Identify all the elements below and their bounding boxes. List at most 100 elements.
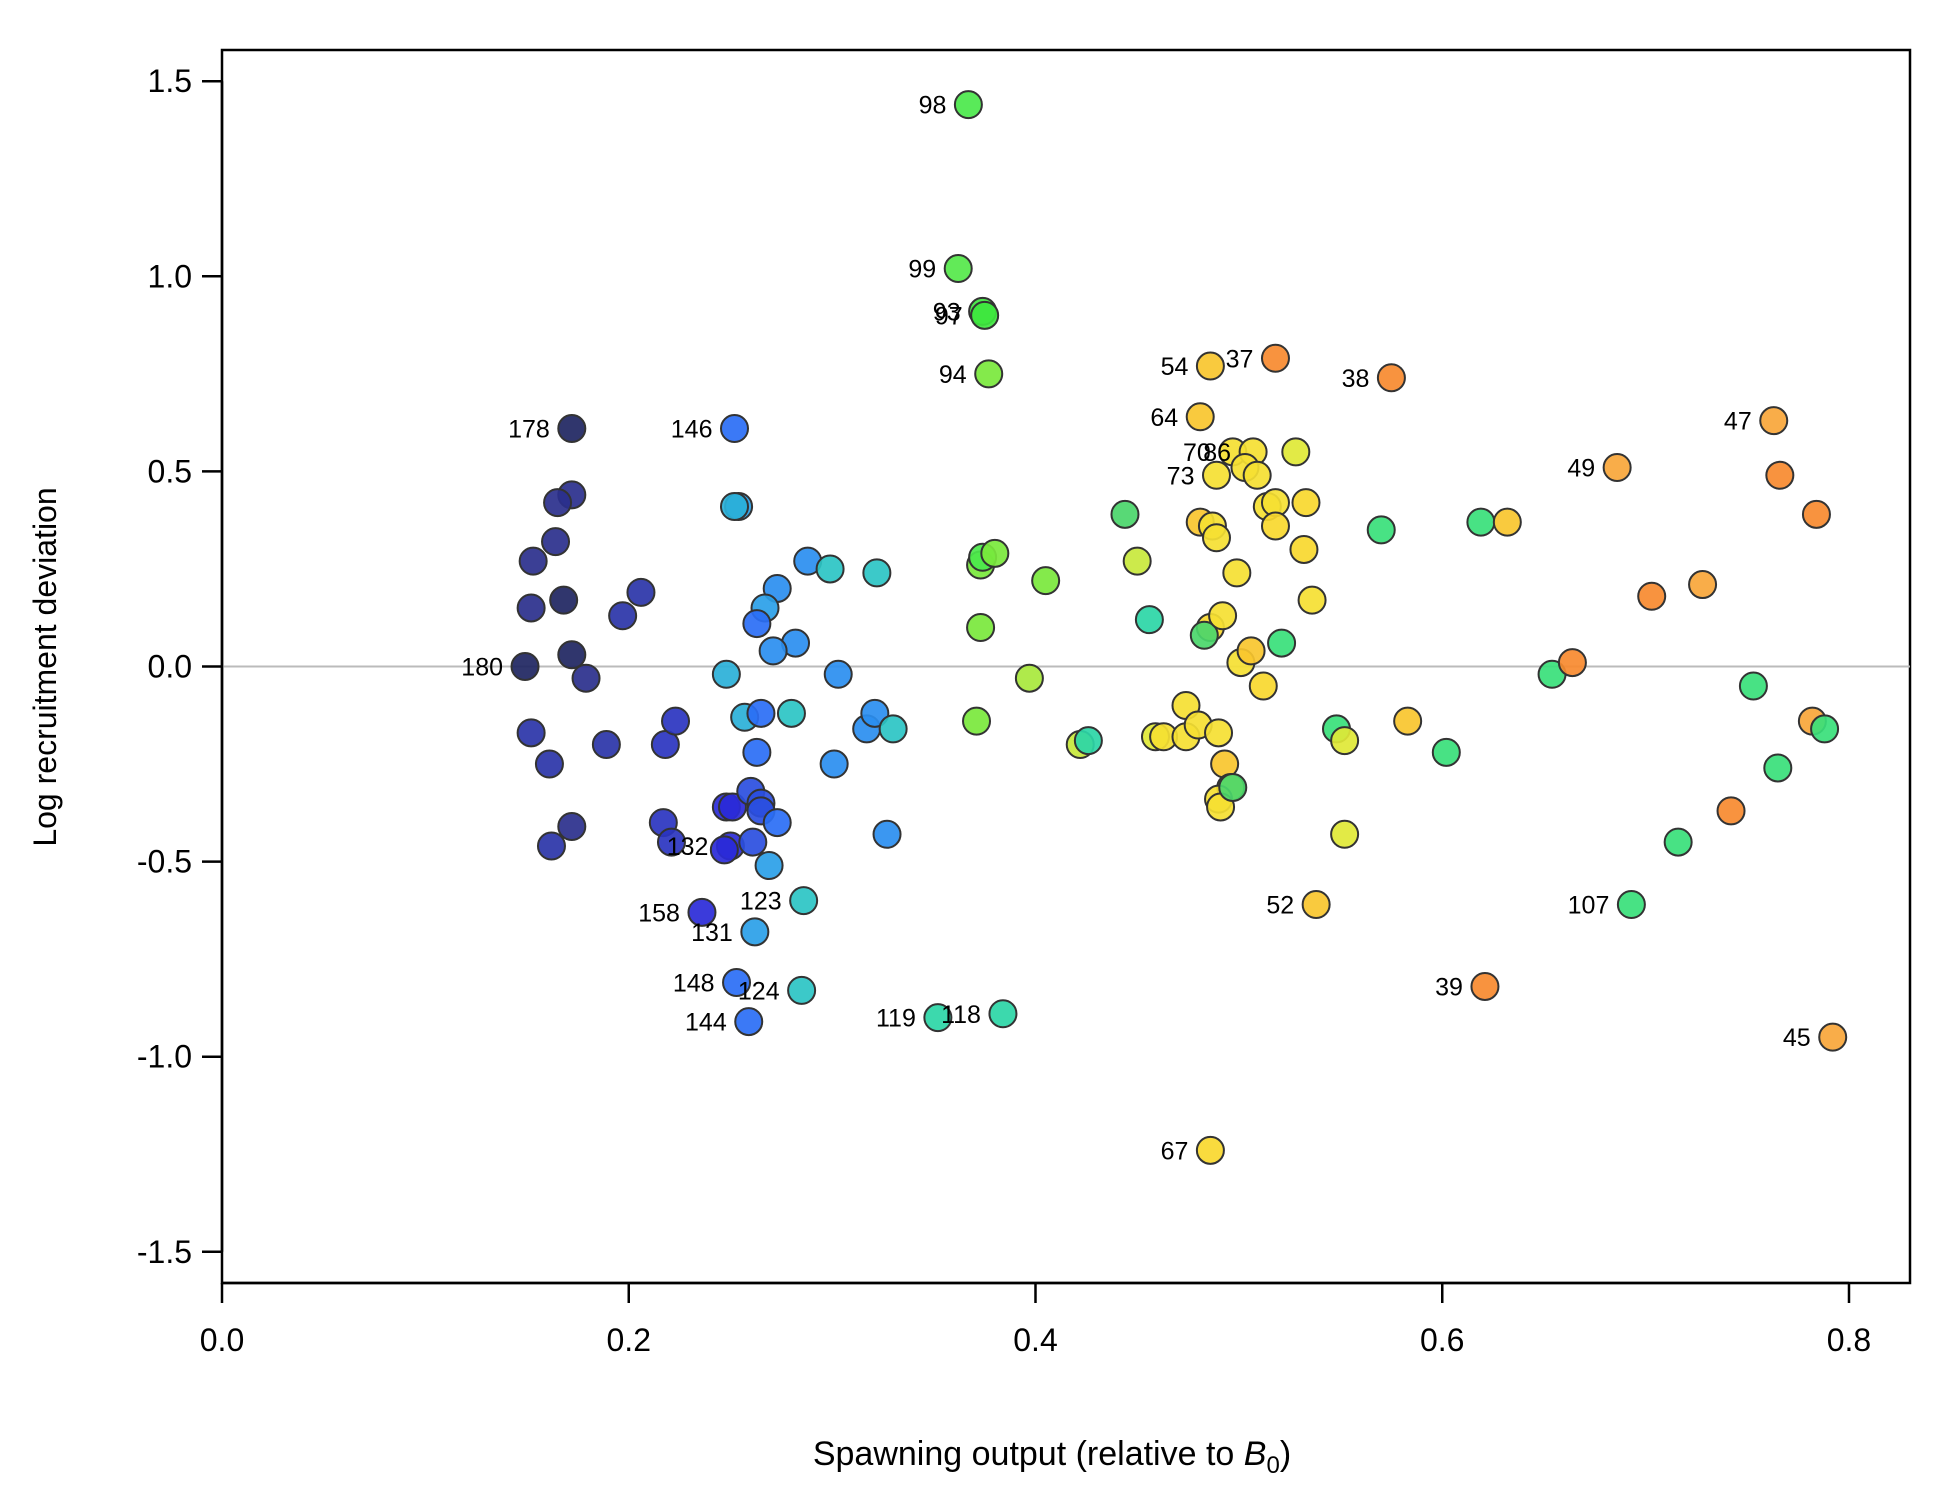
data-point <box>1281 437 1311 467</box>
data-point <box>1557 648 1587 678</box>
point-label: 73 <box>1167 462 1195 490</box>
data-point <box>1466 507 1496 537</box>
data-point <box>541 527 571 557</box>
data-point <box>1810 714 1840 744</box>
data-point <box>1195 1135 1225 1165</box>
point-label: 64 <box>1150 404 1178 432</box>
data-point <box>557 640 587 670</box>
data-point <box>878 714 908 744</box>
data-point <box>860 698 890 728</box>
data-point <box>762 808 792 838</box>
point-label: 49 <box>1567 455 1595 483</box>
data-point <box>872 819 902 849</box>
data-point <box>687 897 717 927</box>
data-point <box>1242 460 1272 490</box>
y-axis: 1.5 1.0 0.5 0.0 -0.5 -1.0 -1.5 <box>137 63 224 1270</box>
x-tick-label: 0.2 <box>607 1322 651 1358</box>
point-label: 54 <box>1161 353 1189 381</box>
data-point <box>720 492 750 522</box>
point-label: 94 <box>939 361 967 389</box>
point-label: 107 <box>1568 892 1610 920</box>
data-point <box>656 827 686 857</box>
point-label: 118 <box>941 1001 981 1029</box>
data-point <box>591 730 621 760</box>
point-label: 38 <box>1342 365 1370 393</box>
data-point <box>1110 499 1140 529</box>
x-tick-label: 0.8 <box>1827 1322 1871 1358</box>
data-point <box>1688 570 1718 600</box>
point-label: 132 <box>667 833 709 861</box>
data-point <box>1289 534 1319 564</box>
y-tick-label: -1.5 <box>137 1234 192 1270</box>
data-point <box>720 413 750 443</box>
data-point <box>534 749 564 779</box>
data-point <box>557 413 587 443</box>
x-tick-label: 0.4 <box>1013 1322 1057 1358</box>
data-point <box>1208 601 1238 631</box>
point-label: 67 <box>1161 1137 1189 1165</box>
data-point <box>711 659 741 689</box>
point-label: 119 <box>876 1005 916 1033</box>
data-point <box>722 968 752 998</box>
point-label: 45 <box>1783 1024 1811 1052</box>
data-point <box>1185 402 1215 432</box>
data-point <box>518 546 548 576</box>
data-point <box>709 835 739 865</box>
point-label: 131 <box>691 919 733 947</box>
x-axis-title-symbol: B <box>1244 1435 1267 1473</box>
data-point <box>1201 523 1231 553</box>
data-point <box>1801 499 1831 529</box>
x-tick-label: 0.6 <box>1420 1322 1464 1358</box>
data-point <box>717 792 747 822</box>
data-point <box>510 652 540 681</box>
data-point <box>1716 796 1746 826</box>
data-point <box>962 706 992 736</box>
data-point <box>1260 343 1290 373</box>
data-point <box>549 585 579 615</box>
data-point <box>1122 546 1152 576</box>
data-point <box>787 975 817 1005</box>
data-point <box>980 538 1010 568</box>
data-point <box>1291 488 1321 518</box>
point-label: 158 <box>638 899 680 927</box>
data-point <box>626 577 656 607</box>
point-label: 47 <box>1724 408 1752 436</box>
data-point <box>746 698 776 728</box>
data-point <box>1248 671 1278 701</box>
data-point <box>970 300 1000 330</box>
data-point <box>823 659 853 689</box>
point-label: 123 <box>740 888 782 916</box>
x-axis-title: Spawning output (relative to B0) <box>813 1435 1291 1479</box>
data-point <box>543 488 573 518</box>
point-label: 98 <box>919 92 947 120</box>
data-point <box>1260 511 1290 541</box>
y-tick-label: -0.5 <box>137 844 192 880</box>
data-point <box>923 1003 953 1033</box>
data-point <box>742 609 772 639</box>
data-point <box>1201 460 1231 490</box>
y-tick-label: 1.5 <box>148 63 192 99</box>
data-point <box>1297 585 1327 615</box>
data-point <box>1014 663 1044 693</box>
data-point <box>1763 753 1793 783</box>
x-axis: 0.0 0.2 0.4 0.6 0.8 <box>200 1281 1871 1358</box>
data-point <box>1393 706 1423 736</box>
data-point <box>1765 460 1795 490</box>
point-label: 93 <box>933 298 961 326</box>
y-tick-label: 0.0 <box>148 649 192 685</box>
y-axis-title: Log recruitment deviation <box>27 487 63 846</box>
data-point <box>1301 890 1331 920</box>
data-point <box>1492 507 1522 537</box>
data-point <box>988 999 1018 1029</box>
data-point <box>1616 890 1646 920</box>
x-axis-title-close: ) <box>1280 1435 1291 1473</box>
point-label: 86 <box>1203 439 1231 467</box>
y-tick-label: -1.0 <box>137 1039 192 1075</box>
data-point <box>740 917 770 947</box>
data-point <box>738 827 768 857</box>
point-label: 146 <box>671 415 713 443</box>
point-label: 97 <box>935 302 963 330</box>
data-point <box>819 749 849 779</box>
data-point <box>516 593 546 623</box>
